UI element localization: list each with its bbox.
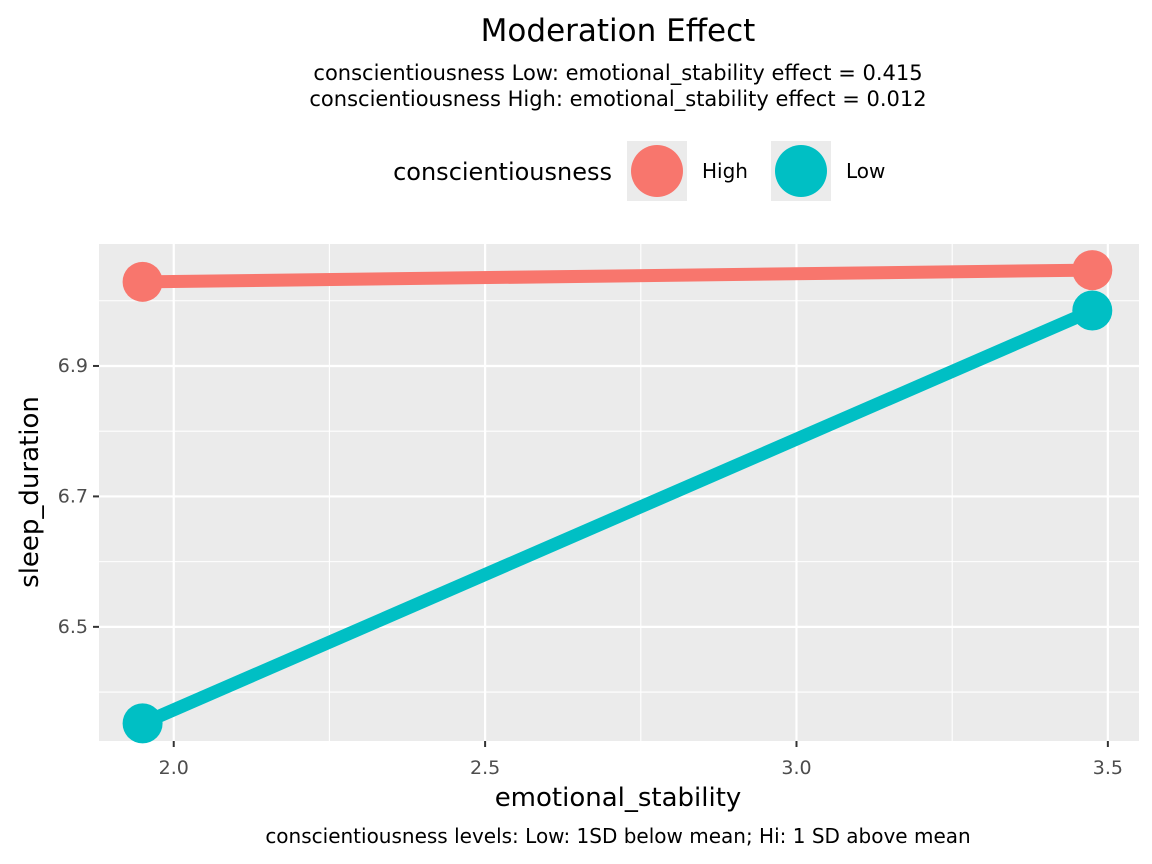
legend: conscientiousness High Low: [393, 141, 885, 201]
legend-label-high: High: [702, 159, 748, 183]
legend-marker-high: [631, 145, 683, 197]
plot-panel: [99, 244, 1139, 741]
x-axis: 2.0 2.5 3.0 3.5: [159, 757, 1123, 779]
y-axis: 6.5 6.7 6.9: [58, 355, 88, 638]
minor-gridlines: [99, 244, 1139, 741]
series-line-low: [140, 304, 1095, 730]
y-tick-label: 6.9: [58, 355, 88, 377]
x-tick-label: 2.5: [470, 757, 500, 779]
data-point-low: [1072, 290, 1113, 331]
chart-subtitle-line-1: conscientiousness Low: emotional_stabili…: [313, 61, 922, 86]
data-series: [122, 250, 1113, 744]
tick-marks: [93, 364, 1109, 747]
data-point-low: [122, 703, 163, 744]
y-tick-label: 6.7: [58, 485, 88, 507]
data-point-high: [122, 261, 163, 302]
chart-title: Moderation Effect: [481, 13, 756, 49]
chart-caption: conscientiousness levels: Low: 1SD below…: [265, 824, 970, 848]
legend-title: conscientiousness: [393, 158, 612, 186]
x-tick-label: 3.0: [781, 757, 811, 779]
data-point-high: [1072, 250, 1113, 291]
y-axis-title: sleep_duration: [15, 396, 45, 588]
major-gridlines: [99, 244, 1139, 741]
chart-subtitle-line-2: conscientiousness High: emotional_stabil…: [309, 87, 926, 112]
x-tick-label: 2.0: [159, 757, 189, 779]
x-axis-title: emotional_stability: [495, 783, 742, 813]
series-line-high: [142, 263, 1093, 289]
y-tick-label: 6.5: [58, 616, 88, 638]
series-low: [122, 290, 1113, 744]
legend-label-low: Low: [846, 159, 885, 183]
legend-marker-low: [775, 145, 827, 197]
x-tick-label: 3.5: [1093, 757, 1123, 779]
series-high: [122, 250, 1113, 302]
